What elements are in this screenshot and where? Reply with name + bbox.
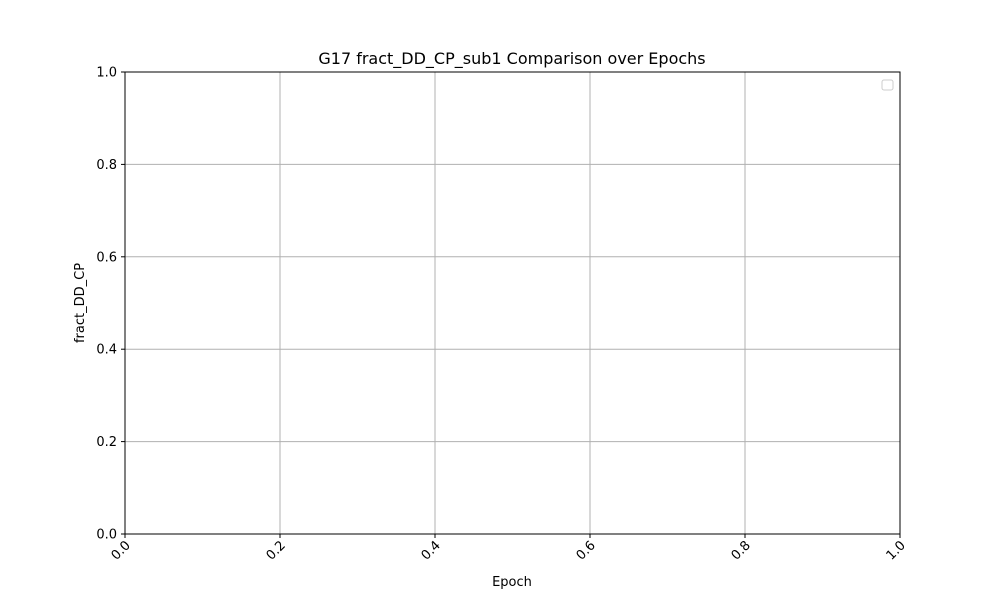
y-tick-label: 1.0: [96, 66, 117, 81]
plot-area: [124, 71, 901, 535]
y-tick-label: 0.6: [96, 250, 117, 265]
y-tick-label: 0.4: [96, 343, 117, 358]
legend: [881, 79, 894, 91]
y-tick-label: 0.8: [96, 158, 117, 173]
y-tick-label: 0.0: [96, 528, 117, 543]
y-axis-label: fract_DD_CP: [73, 263, 88, 343]
y-tick-label: 0.2: [96, 435, 117, 450]
chart-title: G17 fract_DD_CP_sub1 Comparison over Epo…: [318, 49, 705, 69]
x-axis-label: Epoch: [492, 575, 532, 590]
